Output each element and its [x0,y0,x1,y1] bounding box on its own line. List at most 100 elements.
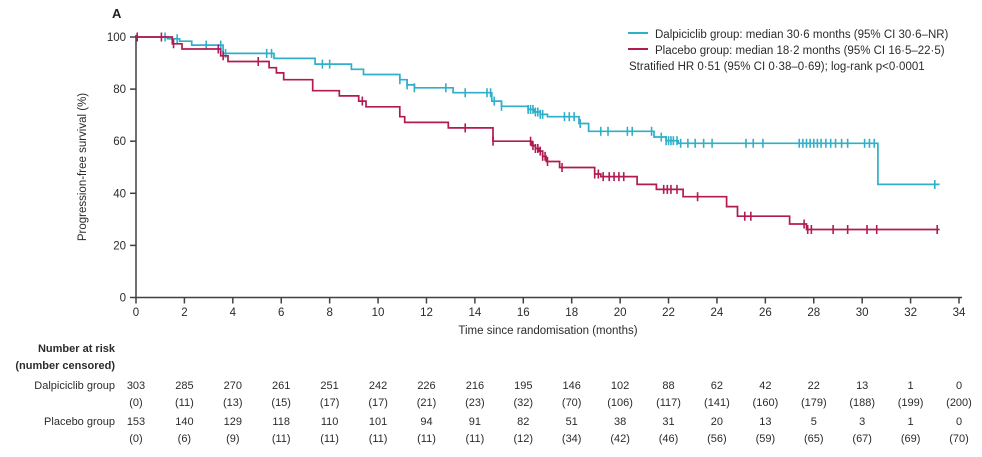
at-risk-value: 101 [368,416,388,428]
at-risk-value: 285 [175,380,194,392]
x-tick-label: 2 [181,307,187,319]
censored-value: (21) [416,397,437,409]
at-risk-value: 242 [368,380,388,392]
x-tick-label: 18 [565,307,578,319]
at-risk-value: 31 [662,416,675,428]
censored-value: (11) [175,397,194,409]
censored-value: (13) [223,397,243,409]
censored-value: (141) [704,397,730,409]
x-tick-label: 26 [759,307,772,319]
x-tick-label: 16 [517,307,530,319]
y-tick-label: 100 [107,32,126,44]
at-risk-value: 82 [517,416,530,428]
at-risk-value: 1 [907,380,914,392]
censored-value: (11) [320,433,339,445]
at-risk-value: 13 [759,416,772,428]
y-tick-label: 20 [113,240,126,252]
x-tick-label: 28 [807,307,820,319]
at-risk-value: 153 [126,416,146,428]
censored-value: (11) [465,433,485,445]
censored-value: (69) [900,433,921,445]
censored-value: (70) [949,433,969,445]
x-axis-title: Time since randomisation (months) [458,325,637,337]
at-risk-value: 102 [610,380,630,392]
censored-value: (59) [755,433,776,445]
km-curves-layer [136,32,940,235]
at-risk-value: 1 [907,416,914,428]
x-tick-label: 24 [711,307,724,319]
at-risk-value: 5 [810,416,817,428]
x-tick-label: 8 [326,307,332,319]
at-risk-value: 42 [759,380,772,392]
nar-header-line2: (number censored) [15,360,115,372]
y-tick-label: 80 [113,84,126,96]
censored-value: (200) [946,397,972,409]
censored-value: (46) [658,433,679,445]
at-risk-value: 94 [420,416,433,428]
x-tick-label: 12 [420,307,433,319]
at-risk-value: 195 [514,380,533,392]
at-risk-value: 88 [662,380,675,392]
censored-value: (34) [561,433,582,445]
x-tick-label: 14 [468,307,481,319]
y-tick-label: 60 [113,136,126,148]
censored-value: (6) [177,433,192,445]
censored-value: (11) [271,433,291,445]
censored-value: (42) [610,433,630,445]
at-risk-value: 13 [856,380,869,392]
censored-value: (67) [852,433,872,445]
at-risk-value: 0 [955,416,963,428]
x-tick-label: 0 [133,307,139,319]
at-risk-value: 270 [223,380,242,392]
dalpiciclib-line-swatch [628,32,648,35]
at-risk-value: 51 [565,416,578,428]
censored-value: (179) [800,397,827,409]
x-tick-label: 4 [230,307,237,319]
legend-stat-note: Stratified HR 0·51 (95% CI 0·38–0·69); l… [629,61,925,73]
at-risk-value: 3 [859,416,866,428]
at-risk-value: 216 [465,380,485,392]
censored-value: (56) [707,433,727,445]
censored-value: (32) [513,397,534,409]
nar-header-line1: Number at risk [37,343,115,355]
y-tick-label: 40 [113,188,126,200]
at-risk-value: 38 [613,416,627,428]
legend-label-placebo: Placebo group: median 18·2 months (95% C… [655,45,945,57]
at-risk-value: 91 [468,416,482,428]
at-risk-value: 303 [126,380,146,392]
km-curve-placebo-group [136,36,940,231]
censored-value: (117) [656,397,681,409]
censored-value: (9) [226,433,240,445]
legend-item-placebo: Placebo group: median 18·2 months (95% C… [628,43,948,59]
censored-value: (188) [849,397,876,409]
at-risk-value: 261 [272,380,291,392]
panel-label: A [112,6,122,21]
at-risk-value: 0 [955,380,963,392]
at-risk-value: 251 [320,380,339,392]
at-risk-value: 20 [710,416,724,428]
nar-row-label-dalpiciclib: Dalpiciclib group [34,380,115,392]
placebo-line-swatch [628,48,648,51]
legend-label-dalpiciclib: Dalpiciclib group: median 30·6 months (9… [655,29,949,41]
at-risk-value: 140 [175,416,194,428]
nar-row-label-placebo: Placebo group [44,416,115,428]
censored-value: (70) [561,397,582,409]
censored-value: (0) [129,397,143,409]
censored-value: (11) [417,433,436,445]
at-risk-value: 110 [320,416,339,428]
at-risk-value: 226 [417,380,436,392]
censored-value: (106) [607,397,633,409]
x-tick-label: 34 [953,307,966,319]
at-risk-value: 129 [223,416,242,428]
legend-item-dalpiciclib: Dalpiciclib group: median 30·6 months (9… [628,27,948,43]
censored-value: (199) [897,397,924,409]
censored-value: (12) [513,433,534,445]
x-tick-label: 22 [662,307,675,319]
y-tick-label: 0 [120,293,126,305]
x-tick-label: 30 [856,307,869,319]
x-tick-label: 6 [278,307,284,319]
x-tick-label: 32 [904,307,917,319]
